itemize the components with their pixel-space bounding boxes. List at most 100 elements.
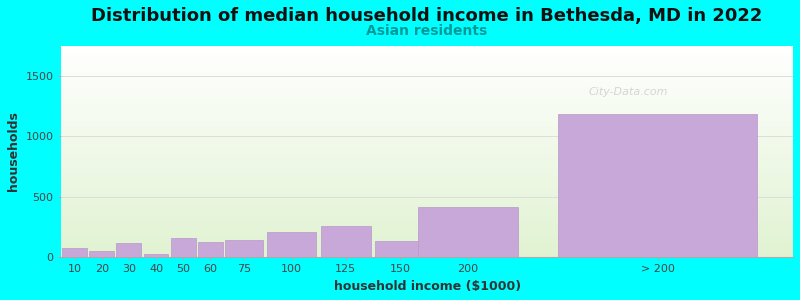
Bar [61, 74, 793, 75]
Bar [61, 226, 793, 227]
Bar [61, 166, 793, 167]
Bar [61, 50, 793, 51]
Bar [61, 94, 793, 95]
Bar [61, 249, 793, 250]
Bar [61, 86, 793, 87]
Bar [61, 111, 793, 112]
Bar [61, 185, 793, 186]
Bar [61, 57, 793, 58]
Bar [61, 53, 793, 54]
Bar [61, 64, 793, 65]
Bar [61, 161, 793, 162]
Bar [61, 102, 793, 103]
Bar [61, 199, 793, 200]
Bar [61, 89, 793, 90]
Bar [61, 95, 793, 96]
Bar [61, 168, 793, 169]
Bar [61, 134, 793, 135]
Bar [61, 254, 793, 255]
Y-axis label: households: households [7, 112, 20, 191]
Bar [61, 93, 793, 94]
Bar [61, 187, 793, 188]
Bar [61, 183, 793, 184]
Bar [61, 116, 793, 117]
Bar [61, 120, 793, 121]
Bar [61, 169, 793, 170]
Bar [61, 238, 793, 239]
Bar [61, 180, 793, 181]
Bar [61, 150, 793, 151]
Bar [61, 62, 793, 63]
Bar [143, 254, 169, 257]
Bar [61, 112, 793, 113]
Bar [61, 248, 793, 249]
Bar [61, 106, 793, 107]
Title: Distribution of median household income in Bethesda, MD in 2022: Distribution of median household income … [91, 7, 762, 25]
Bar [61, 72, 793, 73]
Bar [61, 244, 793, 245]
Bar [226, 240, 263, 257]
Bar [61, 70, 793, 71]
Bar [61, 61, 793, 62]
Bar [61, 88, 793, 89]
Bar [61, 170, 793, 171]
Bar [61, 209, 793, 210]
Bar [61, 196, 793, 197]
Bar [61, 92, 793, 93]
Bar [61, 211, 793, 212]
Bar [61, 159, 793, 160]
Bar [61, 121, 793, 122]
Bar [61, 191, 793, 192]
Bar [61, 227, 793, 228]
Bar [61, 218, 793, 219]
Bar [61, 202, 793, 203]
Bar [61, 129, 793, 130]
Bar [61, 118, 793, 119]
Bar [61, 59, 793, 60]
Bar [61, 108, 793, 109]
Bar [61, 178, 793, 179]
Bar [61, 138, 793, 139]
Bar [61, 87, 793, 88]
Bar [61, 133, 793, 134]
Bar [61, 156, 793, 157]
Bar [61, 231, 793, 232]
Bar [61, 55, 793, 56]
Bar [61, 49, 793, 50]
Bar [61, 119, 793, 120]
Bar [61, 135, 793, 136]
Bar [61, 217, 793, 218]
Bar [61, 105, 793, 106]
Bar [61, 177, 793, 178]
Bar [61, 139, 793, 140]
Bar [61, 128, 793, 129]
Bar [61, 65, 793, 66]
Bar [61, 98, 793, 99]
Bar [61, 78, 793, 79]
Bar [61, 132, 793, 133]
Bar [61, 137, 793, 138]
Bar [61, 255, 793, 256]
Bar [61, 63, 793, 64]
Bar [61, 80, 793, 81]
Bar [61, 122, 793, 123]
Bar [61, 46, 793, 47]
Bar [61, 66, 793, 67]
Bar [61, 100, 793, 101]
Bar [266, 232, 317, 257]
Bar [61, 76, 793, 77]
Bar [61, 204, 793, 205]
Bar [61, 81, 793, 82]
Bar [198, 242, 222, 257]
Bar [61, 153, 793, 154]
Bar [61, 124, 793, 125]
Bar [61, 239, 793, 240]
Bar [61, 144, 793, 145]
Bar [61, 228, 793, 229]
Bar [61, 174, 793, 175]
Bar [61, 167, 793, 168]
Bar [61, 215, 793, 216]
Bar [90, 251, 114, 257]
Bar [61, 109, 793, 110]
Bar [61, 147, 793, 148]
